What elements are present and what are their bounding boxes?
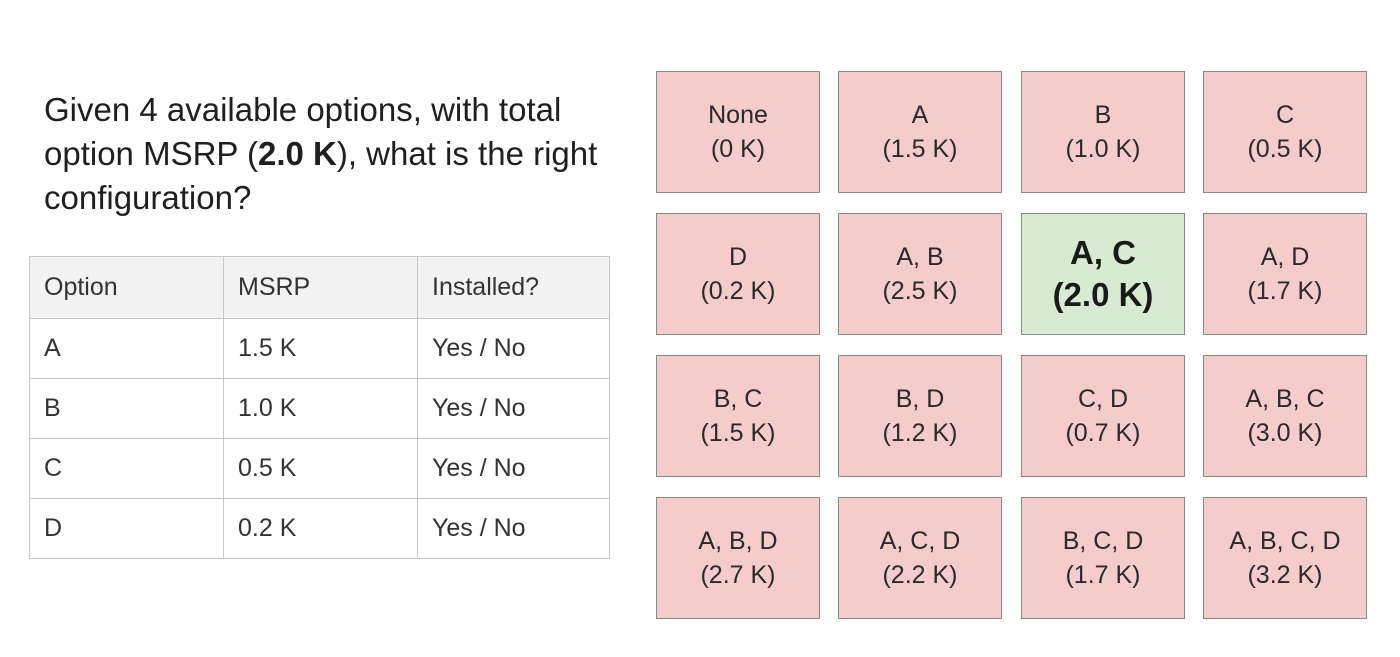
config-cell-c-d: C, D (0.7 K) bbox=[1021, 355, 1185, 477]
config-value: (2.5 K) bbox=[882, 277, 958, 305]
config-label: A, C, D bbox=[879, 527, 961, 555]
config-cell-a-c-correct: A, C (2.0 K) bbox=[1021, 213, 1185, 335]
header-option: Option bbox=[29, 256, 224, 319]
config-label: A, B bbox=[896, 243, 944, 271]
config-label: A, B, C, D bbox=[1229, 527, 1341, 555]
config-label: B, D bbox=[895, 385, 945, 413]
config-value: (3.0 K) bbox=[1247, 419, 1323, 447]
option-cell: C bbox=[29, 438, 224, 499]
installed-cell: Yes / No bbox=[417, 438, 610, 499]
config-cell-b-c-d: B, C, D (1.7 K) bbox=[1021, 497, 1185, 619]
header-msrp: MSRP bbox=[223, 256, 418, 319]
table-row: A 1.5 K Yes / No bbox=[29, 318, 610, 379]
config-label: B, C, D bbox=[1062, 527, 1144, 555]
msrp-cell: 0.2 K bbox=[223, 498, 418, 559]
config-label: C bbox=[1275, 101, 1295, 129]
question-after: ), what is the right configuration? bbox=[44, 135, 598, 216]
installed-cell: Yes / No bbox=[417, 378, 610, 439]
options-table: Option MSRP Installed? A 1.5 K Yes / No … bbox=[29, 256, 610, 559]
question-text: Given 4 available options, with total op… bbox=[44, 88, 624, 220]
config-value: (1.5 K) bbox=[882, 135, 958, 163]
table-row: C 0.5 K Yes / No bbox=[29, 438, 610, 499]
config-value: (0.2 K) bbox=[700, 277, 776, 305]
option-cell: D bbox=[29, 498, 224, 559]
config-value: (1.2 K) bbox=[882, 419, 958, 447]
config-cell-a-b-c: A, B, C (3.0 K) bbox=[1203, 355, 1367, 477]
config-value: (1.7 K) bbox=[1065, 561, 1141, 589]
question-target-msrp: 2.0 K bbox=[257, 135, 337, 172]
config-label: A, B, D bbox=[698, 527, 778, 555]
config-cell-b-c: B, C (1.5 K) bbox=[656, 355, 820, 477]
config-label: B bbox=[1094, 101, 1112, 129]
msrp-cell: 1.5 K bbox=[223, 318, 418, 379]
config-value: (2.7 K) bbox=[700, 561, 776, 589]
config-value: (1.0 K) bbox=[1065, 135, 1141, 163]
config-cell-a-b-d: A, B, D (2.7 K) bbox=[656, 497, 820, 619]
config-value: (1.7 K) bbox=[1247, 277, 1323, 305]
config-cell-b: B (1.0 K) bbox=[1021, 71, 1185, 193]
config-label: A, D bbox=[1260, 243, 1310, 271]
msrp-cell: 0.5 K bbox=[223, 438, 418, 499]
option-cell: B bbox=[29, 378, 224, 439]
config-cell-a-b: A, B (2.5 K) bbox=[838, 213, 1002, 335]
config-value: (2.2 K) bbox=[882, 561, 958, 589]
config-cell-a-d: A, D (1.7 K) bbox=[1203, 213, 1367, 335]
config-value: (3.2 K) bbox=[1247, 561, 1323, 589]
config-cell-a-c-d: A, C, D (2.2 K) bbox=[838, 497, 1002, 619]
msrp-cell: 1.0 K bbox=[223, 378, 418, 439]
config-value: (0.7 K) bbox=[1065, 419, 1141, 447]
config-label: A bbox=[911, 101, 929, 129]
question-before: Given 4 available options, with total op… bbox=[44, 91, 562, 172]
config-cell-none: None (0 K) bbox=[656, 71, 820, 193]
installed-cell: Yes / No bbox=[417, 498, 610, 559]
options-header-row: Option MSRP Installed? bbox=[29, 256, 610, 319]
header-installed: Installed? bbox=[417, 256, 610, 319]
config-label: C, D bbox=[1078, 385, 1128, 413]
option-cell: A bbox=[29, 318, 224, 379]
config-label: A, C bbox=[1070, 234, 1136, 271]
config-cell-d: D (0.2 K) bbox=[656, 213, 820, 335]
table-row: B 1.0 K Yes / No bbox=[29, 378, 610, 439]
config-cell-a-b-c-d: A, B, C, D (3.2 K) bbox=[1203, 497, 1367, 619]
configuration-grid: None (0 K) A (1.5 K) B (1.0 K) C (0.5 K)… bbox=[656, 71, 1368, 619]
config-cell-b-d: B, D (1.2 K) bbox=[838, 355, 1002, 477]
config-value: (0.5 K) bbox=[1247, 135, 1323, 163]
config-value: (0 K) bbox=[710, 135, 766, 163]
config-label: A, B, C bbox=[1245, 385, 1325, 413]
config-label: B, C bbox=[713, 385, 763, 413]
config-value: (1.5 K) bbox=[700, 419, 776, 447]
table-row: D 0.2 K Yes / No bbox=[29, 498, 610, 559]
config-label: None bbox=[708, 101, 768, 129]
installed-cell: Yes / No bbox=[417, 318, 610, 379]
config-cell-a: A (1.5 K) bbox=[838, 71, 1002, 193]
config-cell-c: C (0.5 K) bbox=[1203, 71, 1367, 193]
config-label: D bbox=[728, 243, 748, 271]
config-value: (2.0 K) bbox=[1052, 276, 1154, 313]
